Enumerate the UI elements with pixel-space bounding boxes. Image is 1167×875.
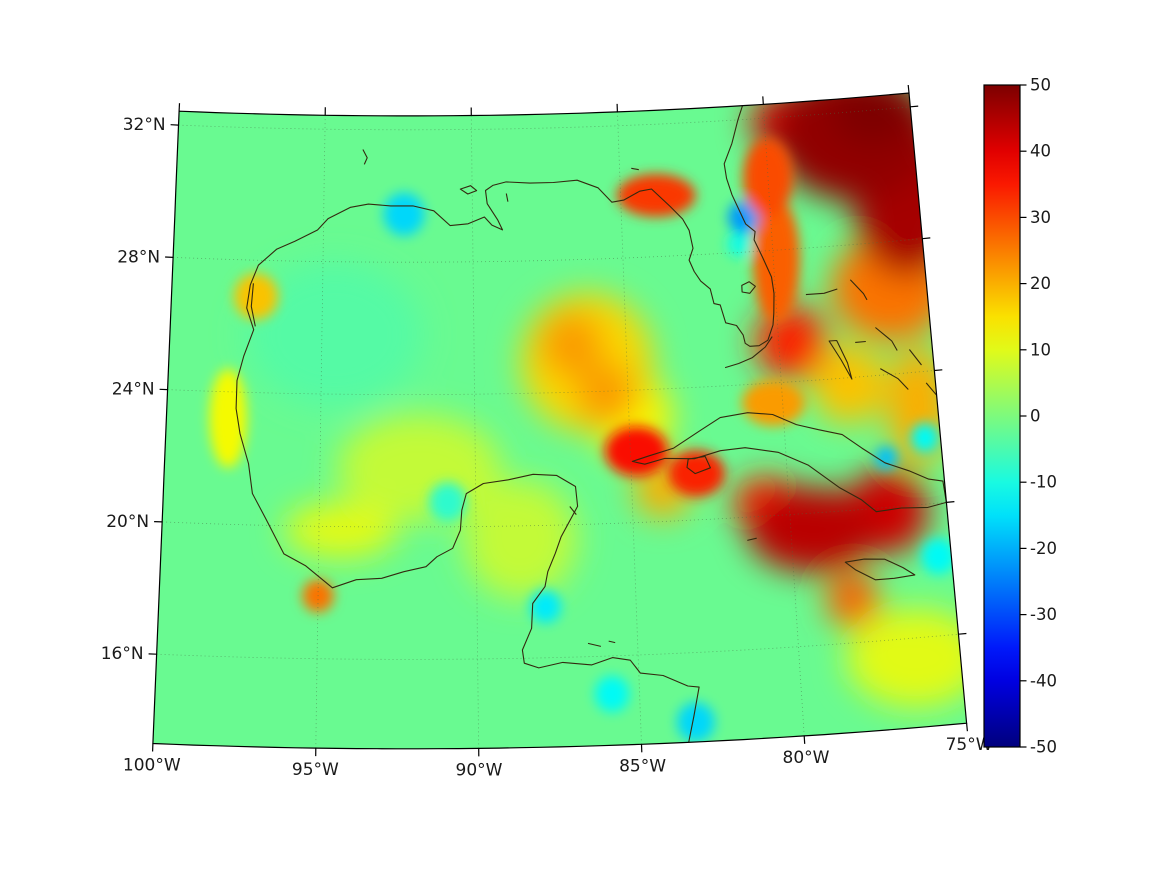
colorbar-tick-label: 50 <box>1030 76 1051 95</box>
axis-tick <box>958 632 967 635</box>
heat-blob <box>741 379 805 427</box>
heat-blob <box>529 589 562 624</box>
axes-ticks-and-labels: 100°W 95°W 90°W 85°W 80°W 75°W 32°N 28°N 24°N 20°… <box>101 84 993 780</box>
coastline-bay-islands-1 <box>587 642 602 647</box>
coastline-andros <box>828 339 853 380</box>
heat-blob <box>383 192 425 236</box>
axis-tick <box>946 501 955 503</box>
heat-blob <box>209 368 248 468</box>
graticule-line <box>156 633 959 660</box>
axis-tick <box>934 369 943 372</box>
colorbar-tick-label: 0 <box>1030 407 1041 426</box>
coastline-chandeleur <box>505 193 509 202</box>
graticule-line <box>617 111 642 745</box>
axis-tick <box>762 96 764 105</box>
coastline-new-providence <box>855 340 866 343</box>
axis-tick <box>803 735 806 744</box>
heat-blob <box>616 173 696 217</box>
graticule-line <box>470 115 480 749</box>
lat-tick-label: 24°N <box>112 380 155 400</box>
heat-blob <box>245 261 423 408</box>
colorbar-tick-label: 30 <box>1030 208 1051 227</box>
heat-blob <box>539 311 603 378</box>
heat-blob <box>811 344 887 424</box>
coastline-lake-pontchartrain <box>459 185 478 195</box>
coastline-toledo-bend-lake <box>362 149 368 165</box>
heat-blob <box>846 608 967 708</box>
coastline-abaco <box>849 279 868 301</box>
lat-tick-label: 16°N <box>101 644 144 664</box>
coastline-eleuthera <box>875 327 898 351</box>
lon-tick-label: 90°W <box>456 760 503 780</box>
heat-blob <box>677 702 715 742</box>
graticule-line <box>162 502 947 528</box>
heat-blob <box>428 482 467 522</box>
axis-tick <box>910 105 919 108</box>
heat-blob <box>921 538 956 575</box>
lon-tick-label: 80°W <box>783 748 830 768</box>
colorbar-tick-label: -20 <box>1030 539 1057 558</box>
coastline-lake-okeechobee <box>741 281 756 294</box>
map-clipped-area <box>152 93 967 749</box>
heat-blob <box>726 230 752 258</box>
colorbar: 50 40 30 20 10 0 -10 -20 -30 -40 -50 <box>983 76 1057 757</box>
axis-tick <box>907 84 910 94</box>
coastline-cuba <box>631 412 947 513</box>
lon-tick-label: 75°W <box>946 735 993 755</box>
axis-tick <box>966 723 968 732</box>
coastline-texas-barrier <box>250 283 256 327</box>
lat-tick-label: 20°N <box>106 512 149 532</box>
coastline-florida-keys <box>724 336 773 369</box>
heat-blob <box>234 273 279 320</box>
graticule-line <box>762 104 805 736</box>
colorbar-ticks <box>1020 84 1027 748</box>
heat-blob <box>594 675 630 713</box>
coastline-isle-of-youth <box>686 455 711 475</box>
heat-blob <box>875 446 897 470</box>
axis-tick <box>922 237 931 240</box>
lon-tick-label: 85°W <box>619 756 666 776</box>
lon-tick-label: 100°W <box>123 756 181 776</box>
colorbar-tick-label: 20 <box>1030 274 1051 293</box>
coastline-exuma-chain <box>880 368 909 390</box>
coastline-mainland-gulf-atlantic <box>235 104 775 743</box>
heat-blob <box>752 197 801 323</box>
coastline-cat-island <box>908 349 922 366</box>
heat-blob <box>727 200 760 234</box>
graticule-line <box>315 115 326 749</box>
heat-blob <box>605 426 668 477</box>
coastline-long-island-bahamas <box>925 382 938 396</box>
map-plot <box>152 92 968 750</box>
coastline-grand-bahama <box>805 288 838 296</box>
heat-blob <box>826 571 880 628</box>
coastlines <box>235 104 947 743</box>
colorbar-tick-label: -40 <box>1030 671 1057 690</box>
coastline-bay-islands-2 <box>608 640 616 644</box>
coastline-lake-seminole <box>631 167 639 171</box>
colorbar-gradient <box>984 85 1020 747</box>
heat-blob <box>910 422 940 453</box>
coastline-jamaica <box>844 558 916 581</box>
lon-tick-label: 95°W <box>292 760 339 780</box>
colorbar-tick-label: 10 <box>1030 340 1051 359</box>
heat-blob <box>831 93 914 144</box>
heat-blob <box>284 501 398 558</box>
lat-tick-label: 28°N <box>117 247 160 267</box>
graticule-line <box>173 238 923 263</box>
heat-blob <box>742 138 794 218</box>
colorbar-tick-label: -50 <box>1030 738 1057 757</box>
colorbar-labels: 50 40 30 20 10 0 -10 -20 -30 -40 -50 <box>1030 76 1057 757</box>
heat-blob <box>746 486 880 573</box>
coastline-cozumel <box>569 506 577 515</box>
colorbar-tick-label: 40 <box>1030 142 1051 161</box>
colorbar-tick-label: -10 <box>1030 473 1057 492</box>
coastline-grand-cayman <box>747 537 757 541</box>
colorbar-tick-label: -30 <box>1030 605 1057 624</box>
lat-tick-label: 32°N <box>123 115 166 135</box>
heat-blob <box>576 363 637 426</box>
